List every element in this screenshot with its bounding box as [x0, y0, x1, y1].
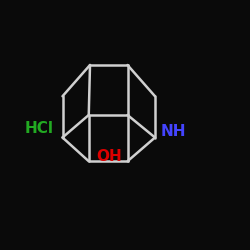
Text: HCl: HCl	[24, 121, 53, 136]
Text: NH: NH	[161, 124, 186, 139]
Text: OH: OH	[96, 149, 122, 164]
